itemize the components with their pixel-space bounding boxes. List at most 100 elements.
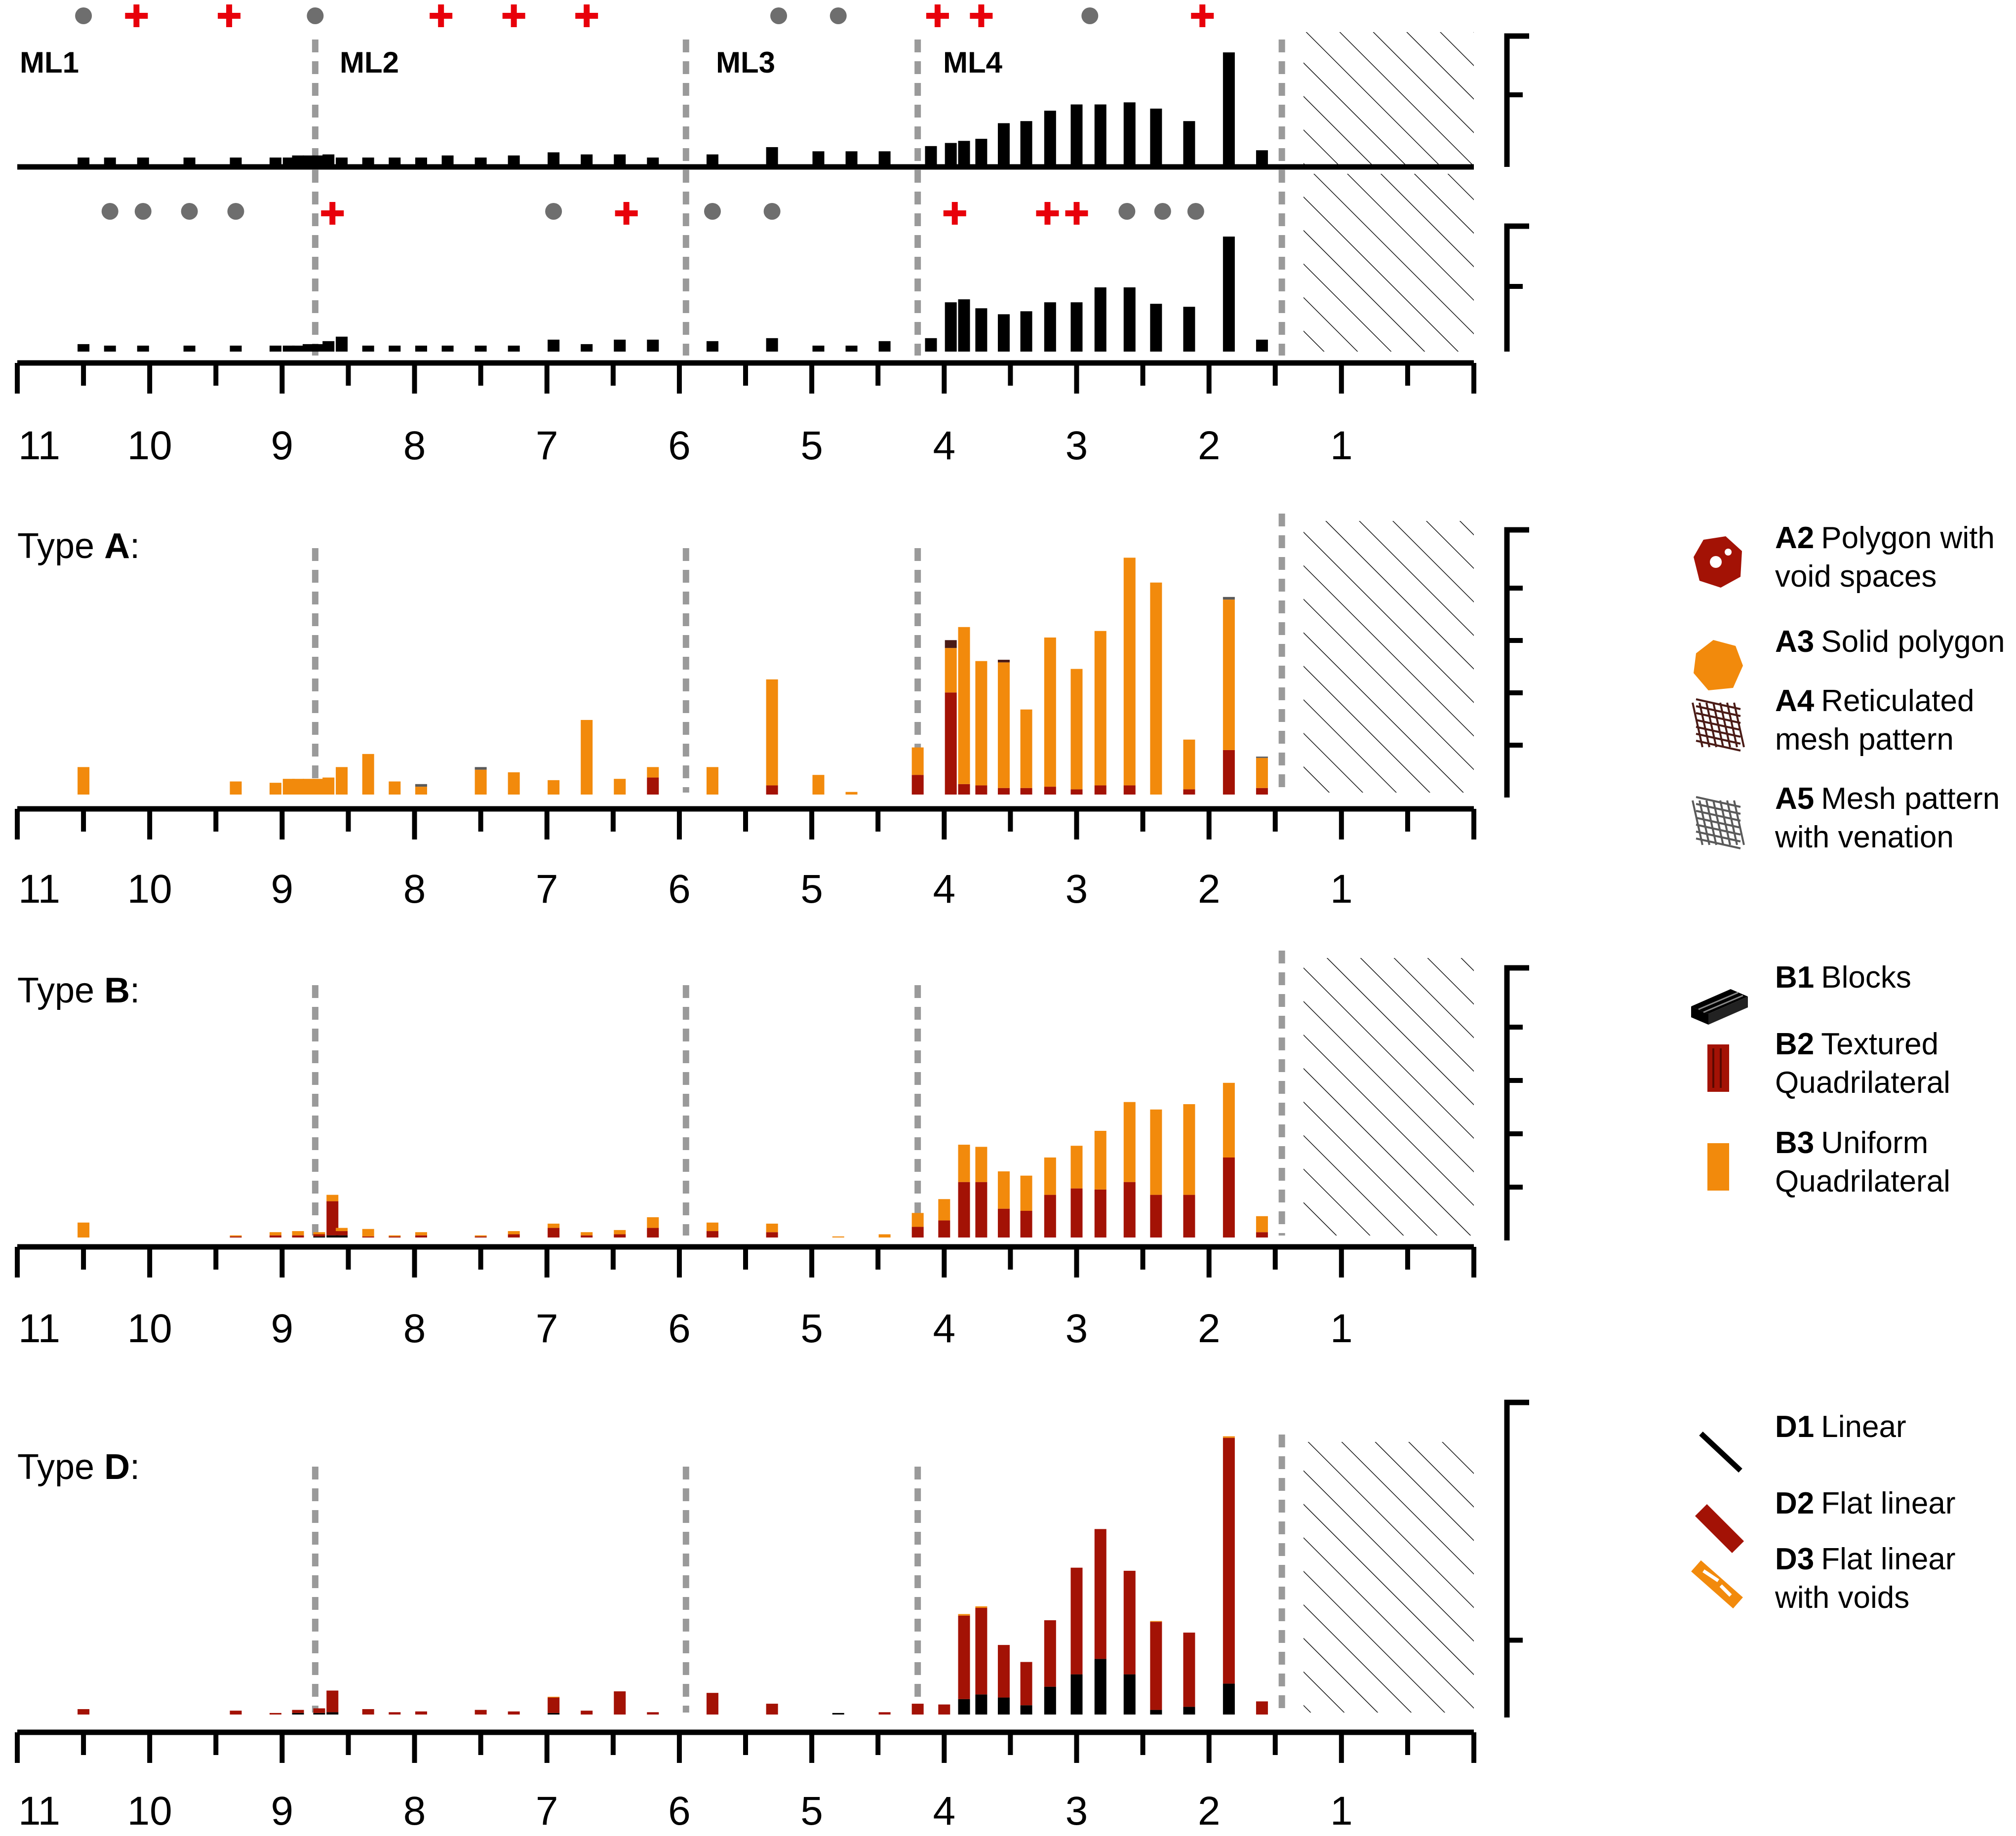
bar-64-102um	[303, 155, 315, 167]
bar-64-102um	[282, 158, 295, 167]
bar-64-102um	[1183, 121, 1195, 167]
bar-64-102um	[1094, 104, 1107, 167]
x-axis-type-b-tick-label: 8	[403, 1306, 426, 1351]
macro-marker-circle	[1187, 203, 1204, 220]
bar-segment-b3	[313, 1232, 325, 1235]
bar-segment-d2	[415, 1711, 427, 1715]
x-axis-type-b-tick-label: 5	[800, 1306, 823, 1351]
bar-segment-a3	[945, 648, 957, 693]
bar-segment-b2	[647, 1228, 659, 1237]
bar-segment-a5	[474, 767, 487, 770]
bar-segment-b3	[78, 1222, 90, 1237]
legend-text: Reticulated	[1821, 684, 1974, 718]
linear-icon	[1699, 1431, 1742, 1473]
bar-segment-b3	[1094, 1131, 1107, 1190]
macro-marker-circle	[227, 203, 244, 220]
panel-title-letter: A	[104, 526, 130, 566]
y-axis-type-b	[1504, 965, 1529, 1240]
bar-segment-d2	[1223, 1437, 1235, 1684]
x-axis-type-d-tick-label: 3	[1066, 1789, 1088, 1834]
bar-gt-180um	[1183, 307, 1195, 352]
bar-segment-b2	[706, 1231, 718, 1237]
legend-item-b3: B3 Uniform	[1775, 1126, 1928, 1160]
panel-title-prefix: Type	[17, 971, 104, 1010]
bar-gt-180um	[415, 345, 427, 352]
bar-segment-d3	[958, 1614, 970, 1616]
bar-gt-180um	[230, 345, 242, 352]
bar-segment-a3	[230, 781, 242, 795]
bar-64-102um	[925, 146, 937, 167]
bar-segment-d1	[548, 1713, 560, 1715]
bar-segment-b2	[508, 1234, 520, 1237]
macro-marker-cross	[926, 4, 949, 27]
bar-64-102um	[389, 158, 401, 167]
bar-64-102um	[336, 158, 348, 167]
bar-segment-d1	[832, 1713, 844, 1715]
x-axis-type-a-tick-label: 7	[536, 867, 558, 912]
blocks-icon-lines	[1698, 992, 1743, 1013]
bar-segment-b2	[313, 1234, 325, 1237]
bar-gt-180um	[845, 345, 858, 352]
bar-segment-d1	[958, 1699, 970, 1715]
bar-gt-180um	[647, 339, 659, 352]
zone-label-ml2: ML2	[340, 46, 399, 79]
bar-gt-180um	[1070, 302, 1083, 352]
bar-gt-180um	[706, 341, 718, 352]
blocks-icon-front	[1708, 997, 1748, 1025]
x-axis-type-a-tick-label: 8	[403, 867, 426, 912]
macro-marker-circle	[830, 7, 847, 24]
bar-segment-d2	[581, 1711, 593, 1715]
bar-segment-b2	[1123, 1182, 1136, 1237]
bar-segment-a3	[1094, 631, 1107, 786]
bar-segment-b3	[1256, 1216, 1268, 1233]
legend-text: Flat linear	[1821, 1486, 1955, 1520]
bar-segment-d1	[1183, 1707, 1195, 1715]
bar-segment-a3	[1020, 709, 1032, 788]
macro-marker-cross	[218, 4, 241, 27]
bar-64-102um	[975, 139, 988, 167]
bar-segment-b3	[1020, 1175, 1032, 1211]
legend-item-d1: D1 Linear	[1775, 1410, 1906, 1444]
bar-64-102um	[958, 141, 970, 167]
x-axis-type-d-tick-label: 8	[403, 1789, 426, 1834]
bar-gt-180um	[945, 302, 957, 352]
bar-gt-180um	[1094, 287, 1107, 352]
bar-segment-b2	[766, 1232, 778, 1237]
bar-segment-b3	[1150, 1109, 1162, 1195]
bar-segment-a3	[336, 767, 348, 795]
bar-segment-b2	[1256, 1232, 1268, 1237]
bar-segment-d2	[78, 1709, 90, 1715]
bar-segment-a3	[303, 779, 315, 795]
bar-64-102um	[1070, 104, 1083, 167]
y-axis-top-1	[1504, 33, 1529, 167]
bar-gt-180um	[322, 341, 335, 352]
x-axis-type-d-tick-label: 7	[536, 1789, 558, 1834]
bar-segment-b3	[958, 1145, 970, 1182]
bar-segment-b2	[911, 1227, 924, 1237]
bar-segment-d2	[1150, 1622, 1162, 1710]
x-axis-top-tick-label: 7	[536, 423, 558, 468]
bar-segment-d2	[269, 1713, 281, 1715]
panel-title-type-d: Type D:	[17, 1447, 140, 1487]
bar-segment-d2	[1183, 1633, 1195, 1707]
bar-segment-b1	[326, 1235, 339, 1237]
bar-64-102um	[1020, 121, 1032, 167]
legend-text-line2: with venation	[1775, 820, 1954, 854]
bar-segment-b3	[975, 1147, 988, 1182]
x-axis-type-b-tick-label: 6	[668, 1306, 691, 1351]
bar-segment-b3	[938, 1199, 950, 1221]
blocks-icon	[1691, 989, 1748, 1014]
bar-segment-a3	[997, 662, 1010, 788]
bar-gt-180um	[878, 341, 891, 352]
bar-segment-d1	[1223, 1683, 1235, 1715]
bar-segment-d2	[548, 1697, 560, 1713]
bar-segment-d1	[975, 1694, 988, 1715]
legend-text-line2: Quadrilateral	[1775, 1164, 1950, 1198]
bar-segment-a3	[614, 779, 626, 795]
bar-64-102um	[945, 143, 957, 167]
bar-gt-180um	[183, 345, 196, 352]
panel-title-prefix: Type	[17, 1447, 104, 1487]
bar-segment-b3	[336, 1228, 348, 1232]
bar-segment-b2	[1223, 1157, 1235, 1237]
legend-item-d3: D3 Flat linear	[1775, 1542, 1955, 1576]
